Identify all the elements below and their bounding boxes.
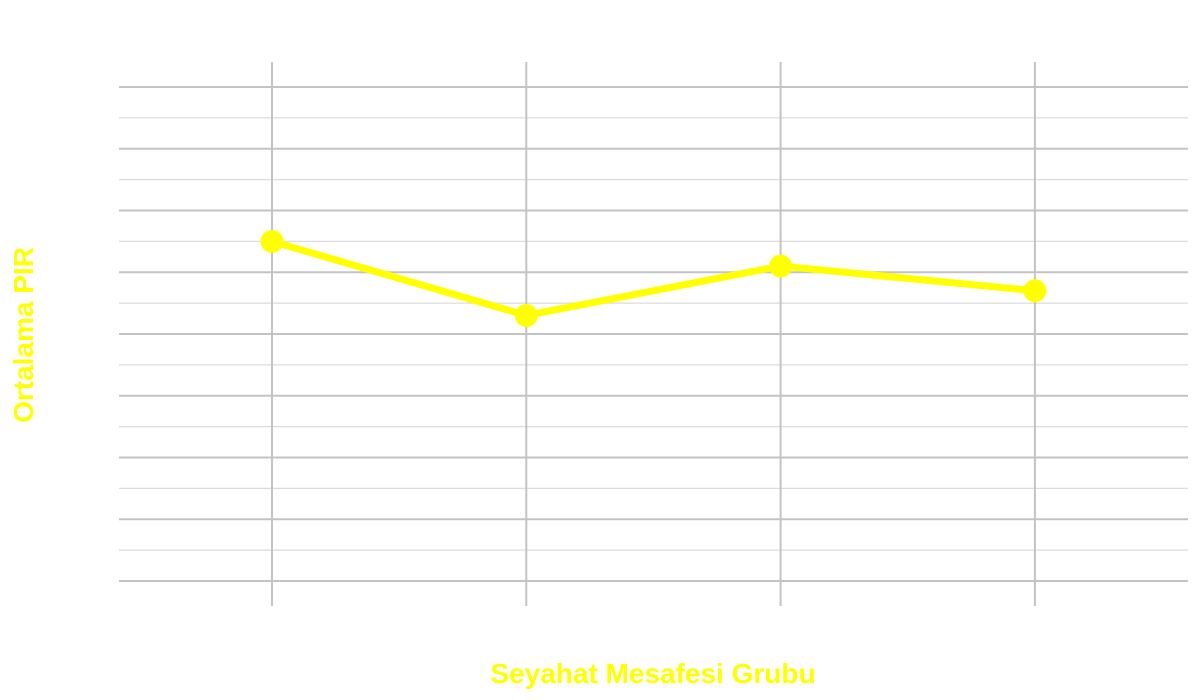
series-area (260, 229, 1047, 327)
data-point (769, 254, 793, 278)
y-axis-title: Ortalama PIR (8, 247, 39, 423)
grid (119, 62, 1188, 606)
series-line (268, 237, 1039, 319)
data-point (1023, 279, 1047, 303)
data-point (260, 229, 284, 253)
data-point (514, 303, 538, 327)
x-axis-title: Seyahat Mesafesi Grubu (490, 658, 815, 689)
